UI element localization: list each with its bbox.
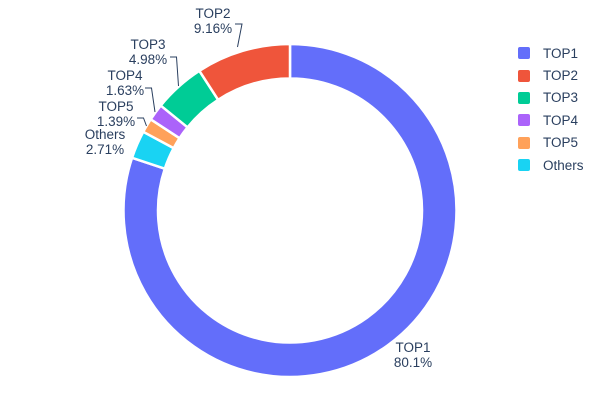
legend-label: TOP1 — [543, 45, 579, 61]
slice-label-name: TOP5 — [98, 99, 134, 114]
legend-label: Others — [543, 157, 584, 173]
legend-item-TOP5[interactable]: TOP5 — [518, 132, 584, 154]
leader-line-TOP3 — [170, 56, 179, 87]
legend-label: TOP3 — [543, 90, 579, 106]
slice-label-TOP4: TOP4 1.63% — [106, 68, 144, 98]
leader-line-TOP4 — [145, 87, 156, 113]
pie-slice-TOP1[interactable] — [122, 42, 458, 379]
slice-label-percent: 2.71% — [85, 142, 125, 157]
legend-swatch-icon — [518, 47, 530, 60]
slice-label-TOP2: TOP2 9.16% — [194, 6, 232, 36]
slice-label-percent: 9.16% — [193, 21, 233, 36]
legend-item-TOP4[interactable]: TOP4 — [518, 109, 584, 131]
legend-item-TOP1[interactable]: TOP1 — [518, 42, 584, 64]
slice-label-percent: 1.39% — [96, 114, 136, 129]
legend-swatch-icon — [518, 91, 530, 104]
slice-label-percent: 1.63% — [105, 83, 145, 98]
slice-label-Others: Others 2.71% — [85, 127, 126, 157]
slice-label-percent: 80.1% — [393, 355, 433, 370]
slice-label-TOP3: TOP3 4.98% — [129, 37, 167, 67]
legend-swatch-icon — [518, 159, 530, 172]
legend-item-TOP3[interactable]: TOP3 — [518, 87, 584, 109]
legend-label: TOP4 — [543, 112, 579, 128]
legend-swatch-icon — [518, 114, 530, 127]
legend-swatch-icon — [518, 69, 530, 82]
legend-item-Others[interactable]: Others — [518, 154, 584, 176]
slice-label-name: TOP1 — [395, 340, 431, 355]
legend-item-TOP2[interactable]: TOP2 — [518, 64, 584, 86]
legend-label: TOP2 — [543, 68, 579, 84]
slice-label-name: Others — [84, 127, 126, 142]
slice-label-percent: 4.98% — [128, 52, 168, 67]
slice-label-TOP5: TOP5 1.39% — [97, 99, 135, 129]
slice-label-name: TOP3 — [130, 37, 166, 52]
slice-label-name: TOP4 — [107, 68, 143, 83]
slice-label-TOP1: TOP1 80.1% — [394, 340, 432, 370]
legend-swatch-icon — [518, 136, 530, 149]
leader-line-TOP2 — [235, 23, 243, 48]
legend-label: TOP5 — [543, 135, 579, 151]
leader-line-TOP5 — [137, 117, 147, 127]
legend: TOP1 TOP2 TOP3 TOP4 TOP5 Others — [518, 42, 584, 176]
pie-slice-TOP2[interactable] — [198, 42, 292, 102]
slice-label-name: TOP2 — [195, 6, 231, 21]
